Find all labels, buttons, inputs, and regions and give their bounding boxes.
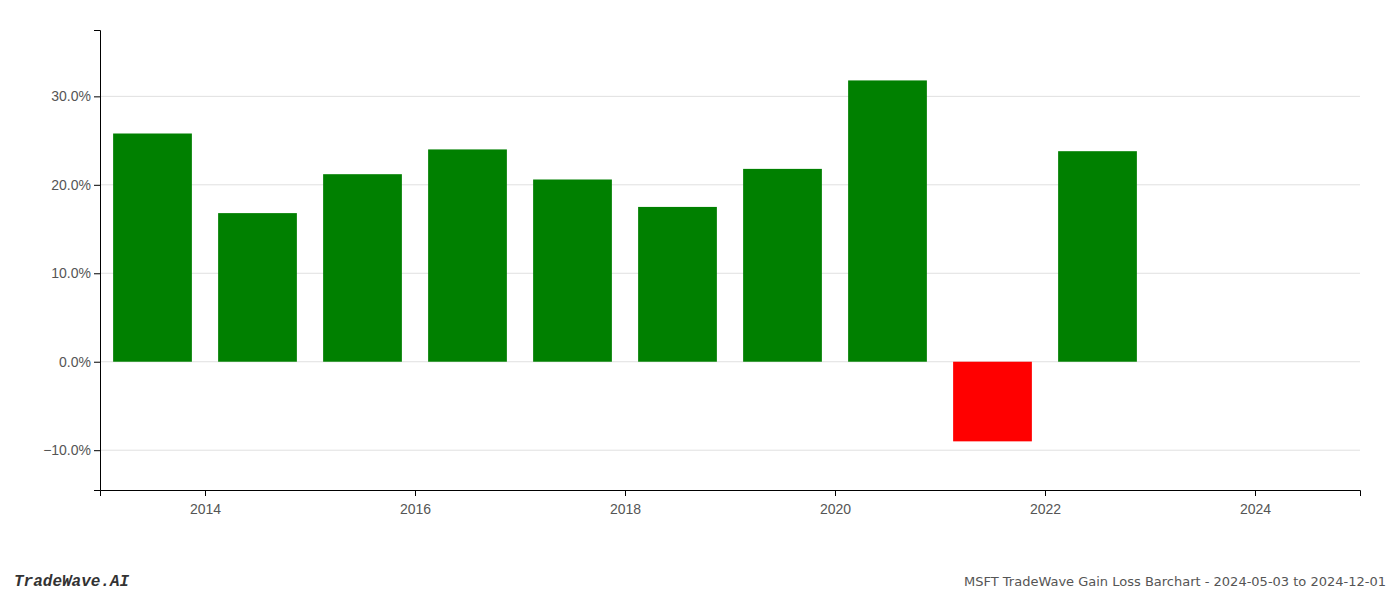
footer-right: MSFT TradeWave Gain Loss Barchart - 2024… <box>964 574 1386 589</box>
bar <box>953 362 1032 442</box>
x-tick: 2016 <box>400 490 431 517</box>
y-tick-mark <box>94 185 100 186</box>
bar <box>638 207 717 362</box>
x-tick-label: 2022 <box>1030 501 1061 517</box>
bar <box>218 213 297 362</box>
x-tick-mark <box>415 490 416 496</box>
y-tick: 20.0% <box>51 177 100 193</box>
x-tick-mark <box>625 490 626 496</box>
x-tick-label: 2020 <box>820 501 851 517</box>
bar <box>1058 151 1137 362</box>
x-tick-mark <box>835 490 836 496</box>
bar <box>848 80 927 361</box>
grid-line <box>100 450 1360 451</box>
x-tick-mark <box>205 490 206 496</box>
grid <box>100 96 1360 450</box>
x-tick-mark <box>1255 490 1256 496</box>
y-tick-label: 20.0% <box>51 177 91 193</box>
y-axis-line <box>94 31 101 491</box>
x-tick-mark <box>1045 490 1046 496</box>
x-tick: 2022 <box>1030 490 1061 517</box>
x-tick-label: 2018 <box>610 501 641 517</box>
bar <box>428 149 507 361</box>
x-tick-label: 2024 <box>1240 501 1271 517</box>
y-tick: 30.0% <box>51 88 100 104</box>
y-axis: −10.0% 0.0% 10.0% 20.0% 30.0% <box>43 31 100 491</box>
x-tick: 2024 <box>1240 490 1271 517</box>
x-axis-line <box>101 491 1361 497</box>
y-tick: 10.0% <box>51 265 100 281</box>
grid-line <box>100 96 1360 97</box>
bar <box>113 134 192 362</box>
bar <box>743 169 822 362</box>
y-tick-label: 10.0% <box>51 265 91 281</box>
grid-line <box>100 184 1360 185</box>
x-axis: 2014 2016 2018 2020 2022 2024 <box>101 490 1361 517</box>
bars <box>113 80 1137 441</box>
x-tick-label: 2014 <box>190 501 221 517</box>
footer-left: TradeWave.AI <box>14 573 130 591</box>
x-tick: 2018 <box>610 490 641 517</box>
chart: −10.0% 0.0% 10.0% 20.0% 30.0% 2014 2016 2018 202… <box>0 0 1400 600</box>
x-tick: 2014 <box>190 490 221 517</box>
y-tick-label: 0.0% <box>59 354 91 370</box>
x-tick-label: 2016 <box>400 501 431 517</box>
x-tick: 2020 <box>820 490 851 517</box>
y-tick-label: 30.0% <box>51 88 91 104</box>
y-tick-mark <box>94 450 100 451</box>
y-tick-mark <box>94 362 100 363</box>
bar <box>533 180 612 362</box>
y-tick-label: −10.0% <box>43 442 91 458</box>
y-tick: −10.0% <box>43 442 100 458</box>
bar <box>323 174 402 362</box>
y-tick: 0.0% <box>59 354 100 370</box>
y-tick-mark <box>94 273 100 274</box>
plot: −10.0% 0.0% 10.0% 20.0% 30.0% 2014 2016 2018 202… <box>43 31 1360 518</box>
y-tick-mark <box>94 96 100 97</box>
